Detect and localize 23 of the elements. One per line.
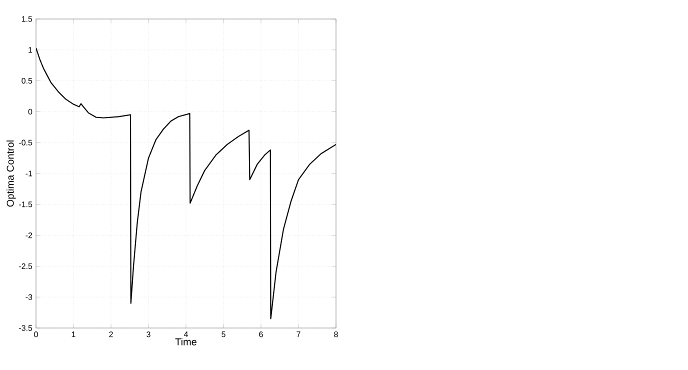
- x-tick-label: 4: [184, 332, 188, 338]
- y-tick-label: -2: [26, 232, 32, 238]
- y-tick-label: -0.5: [19, 140, 32, 146]
- y-tick-label: 0: [28, 108, 32, 115]
- y-tick-label: 1.5: [22, 16, 32, 22]
- x-tick-label: 0: [34, 332, 38, 338]
- y-tick-label: -3: [26, 294, 32, 300]
- y-tick-label: 0.5: [22, 78, 32, 84]
- x-tick-label: 5: [222, 332, 226, 338]
- y-tick-label: -1: [26, 170, 32, 176]
- x-tick-label: 3: [146, 332, 150, 338]
- y-tick-label: -1.5: [19, 202, 32, 208]
- x-tick-label: 7: [296, 332, 300, 338]
- line-series: [36, 47, 336, 320]
- x-tick-label: 8: [334, 332, 338, 338]
- x-tick-label: 2: [109, 332, 113, 338]
- x-tick-label: 1: [72, 332, 76, 338]
- y-axis-title: Optima Control: [6, 140, 16, 207]
- y-tick-label: -2.5: [19, 263, 32, 270]
- x-axis-title: Time: [175, 338, 196, 346]
- y-tick-label: -3.5: [19, 325, 32, 331]
- y-tick-label: 1: [28, 47, 32, 53]
- x-tick-label: 6: [259, 332, 263, 338]
